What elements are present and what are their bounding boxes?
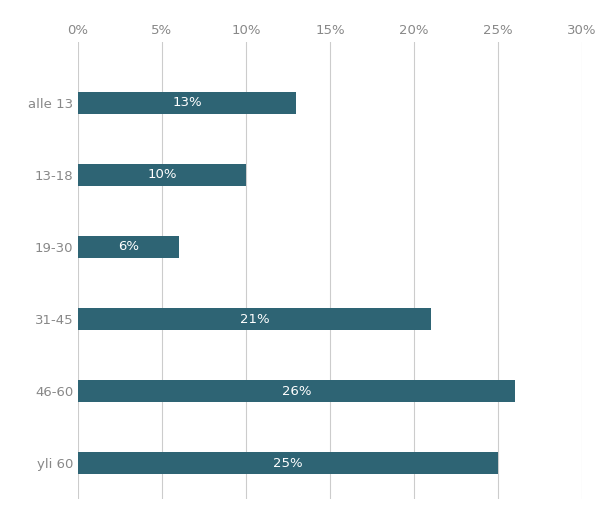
Bar	[78, 92, 296, 114]
Text: 25%: 25%	[273, 457, 303, 470]
Text: 13%: 13%	[172, 96, 202, 109]
Text: 21%: 21%	[239, 313, 269, 326]
Bar	[78, 452, 498, 474]
Bar	[78, 308, 431, 330]
Text: 10%: 10%	[147, 168, 177, 181]
Bar	[78, 236, 179, 258]
Bar	[78, 164, 246, 186]
Text: 6%: 6%	[118, 240, 139, 253]
Text: 26%: 26%	[281, 385, 311, 398]
Bar	[78, 380, 515, 402]
